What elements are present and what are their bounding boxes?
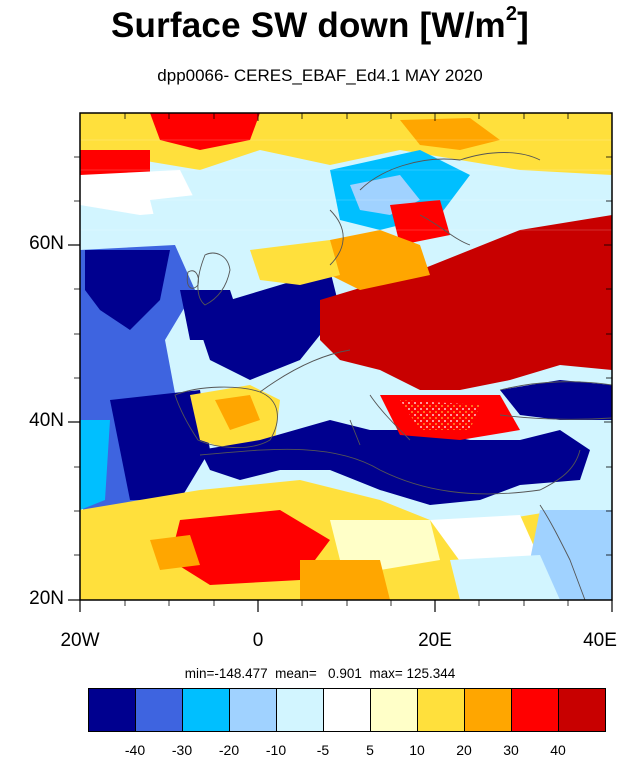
x-tick-label-20e: 20E (418, 630, 452, 651)
colorbar-label: -40 (124, 742, 146, 758)
colorbar-label: 30 (503, 742, 519, 758)
coastlines (174, 152, 612, 600)
map-title: Surface SW down [W/m2] (110, 3, 530, 45)
colorbar-box (135, 688, 183, 732)
axis-ticks (68, 113, 613, 612)
colorbar-box (511, 688, 559, 732)
anomaly-field (80, 113, 612, 600)
map-frame (79, 112, 613, 601)
x-tick-label-0: 0 (252, 630, 264, 651)
y-tick-label-20n: 20N (29, 588, 64, 609)
colorbar-label: -5 (316, 742, 330, 758)
colorbar-label: -10 (265, 742, 287, 758)
colorbar-box (88, 688, 136, 732)
colorbar-label: 10 (409, 742, 425, 758)
statistics-line: min=-148.477 mean= 0.901 max= 125.344 (184, 666, 456, 681)
colorbar-label: -30 (171, 742, 193, 758)
colorbar-box (558, 688, 606, 732)
colorbar-label: 20 (456, 742, 472, 758)
y-tick-label-40n: 40N (29, 410, 64, 431)
colorbar-box (229, 688, 277, 732)
x-tick-label-20w: 20W (60, 630, 100, 651)
colorbar (88, 688, 606, 732)
y-tick-label-60n: 60N (29, 233, 64, 254)
colorbar-label: 40 (550, 742, 566, 758)
map-subtitle: dpp0066- CERES_EBAF_Ed4.1 MAY 2020 (157, 66, 483, 85)
x-tick-label-40e: 40E (583, 630, 617, 651)
colorbar-box (182, 688, 230, 732)
colorbar-box (276, 688, 324, 732)
colorbar-box (370, 688, 418, 732)
colorbar-box (323, 688, 371, 732)
colorbar-label: -20 (218, 742, 240, 758)
colorbar-box (417, 688, 465, 732)
colorbar-box (464, 688, 512, 732)
colorbar-label: 5 (366, 742, 374, 758)
